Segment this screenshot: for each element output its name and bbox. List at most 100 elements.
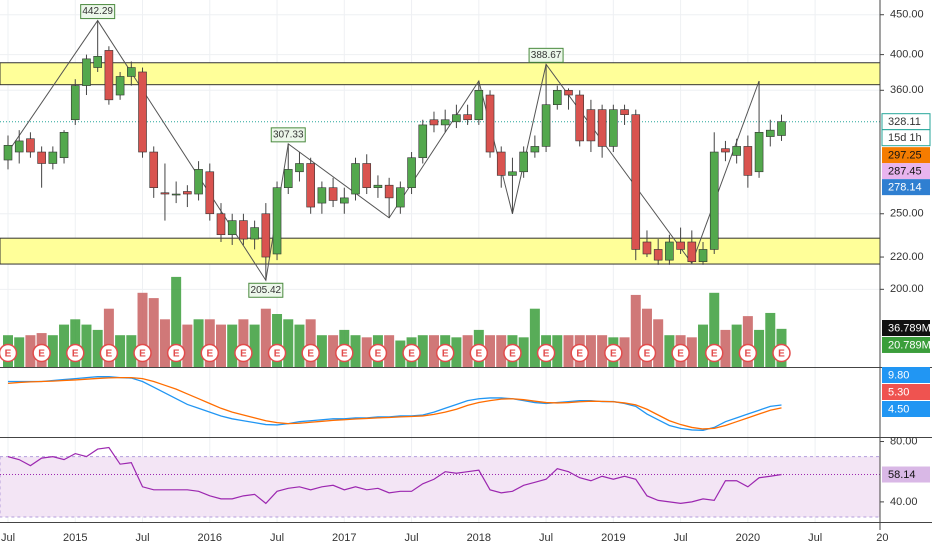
earnings-label: E [509, 349, 516, 360]
x-tick-label: 2015 [63, 532, 87, 544]
price-tag [882, 147, 930, 164]
candle-body [463, 114, 472, 121]
earnings-marker [637, 343, 657, 363]
volume-bar [563, 335, 574, 367]
volume-bar [395, 340, 406, 367]
candle-body [138, 71, 147, 153]
earnings-label: E [5, 349, 12, 360]
candle-body [575, 94, 585, 142]
earnings-marker [234, 343, 253, 363]
candle-body [362, 163, 372, 188]
annotation-box [248, 282, 284, 298]
volume-bar [485, 335, 496, 367]
candle-body [552, 89, 562, 105]
candle-body [160, 192, 170, 195]
annotation-label: 442.29 [82, 6, 113, 17]
earnings-marker [335, 343, 354, 363]
earnings-marker [0, 343, 18, 363]
volume-bar [47, 335, 58, 367]
volume-bar [619, 337, 630, 367]
volume-bar [350, 335, 361, 367]
volume-bar [59, 324, 70, 367]
candle-body [127, 67, 136, 77]
price-tag-label: 9.80 [888, 369, 909, 381]
volume-bar [698, 324, 709, 367]
price-tag [882, 320, 930, 337]
volume-bar [171, 276, 182, 367]
volume-bar [283, 319, 294, 367]
earnings-marker [738, 343, 758, 363]
earnings-marker [604, 343, 623, 363]
volume-bar [552, 335, 563, 367]
earnings-label: E [206, 349, 213, 360]
annotation-box [270, 127, 306, 143]
price-tag [882, 367, 930, 383]
candle-body [272, 187, 282, 255]
earnings-marker [469, 343, 489, 363]
earnings-marker [267, 343, 287, 363]
price-tag [882, 401, 930, 417]
x-tick-label: 20 [876, 532, 888, 544]
volume-bar [137, 292, 148, 367]
candle-body [653, 249, 663, 261]
y-tick-label: 220.00 [890, 251, 924, 263]
volume-bar [518, 337, 529, 367]
candle-body [339, 197, 349, 204]
candle-body [496, 151, 506, 176]
candle-body [609, 109, 618, 147]
candle-body [754, 131, 764, 173]
earnings-marker [570, 343, 589, 363]
candle-body [93, 56, 102, 68]
candle-body [687, 241, 697, 262]
volume-bar [686, 337, 697, 367]
candle-body [104, 50, 114, 101]
candle-body [227, 220, 237, 236]
candle-body [373, 184, 383, 188]
y-tick-label: 450.00 [890, 9, 924, 21]
earnings-label: E [274, 349, 281, 360]
countdown-tag [881, 129, 931, 147]
earnings-label: E [543, 349, 550, 360]
candle-body [485, 94, 495, 153]
countdown-label: 15d 1h [888, 132, 922, 144]
candle-body [732, 146, 741, 156]
volume-bar [238, 319, 249, 367]
volume-bar [316, 335, 327, 367]
volume-bar [742, 316, 753, 367]
volume-bar [272, 314, 283, 367]
earnings-label: E [139, 349, 146, 360]
volume-bar [496, 335, 507, 367]
zigzag-line [7, 19, 760, 282]
y-tick-label: 400.00 [890, 49, 924, 61]
volume-bar [641, 308, 652, 367]
earnings-marker [671, 343, 690, 363]
candle-body [418, 124, 428, 159]
earnings-marker [536, 343, 556, 363]
candle-body [530, 146, 540, 153]
volume-bar [585, 335, 596, 367]
volume-bar [384, 335, 395, 367]
volume-bar [215, 324, 226, 367]
candle-body [586, 109, 596, 142]
volume-bar [294, 324, 305, 367]
volume-bar [70, 319, 81, 367]
candle-body [429, 119, 439, 126]
y-tick-label: 200.00 [890, 283, 924, 295]
earnings-label: E [644, 349, 651, 360]
earnings-label: E [307, 349, 314, 360]
macd-line [8, 376, 782, 431]
candle-body [82, 58, 91, 86]
earnings-label: E [745, 349, 752, 360]
volume-bar [204, 319, 215, 367]
earnings-label: E [778, 349, 785, 360]
earnings-marker [32, 343, 51, 363]
earnings-marker [704, 343, 724, 363]
y-tick-label: 360.00 [890, 84, 924, 96]
volume-bar [81, 324, 92, 367]
price-tag-label: 20.789M [888, 339, 931, 351]
price-tag-label: 278.14 [888, 182, 922, 194]
volume-bar [25, 335, 36, 367]
volume-bar [260, 308, 271, 367]
candle-body [384, 184, 394, 199]
